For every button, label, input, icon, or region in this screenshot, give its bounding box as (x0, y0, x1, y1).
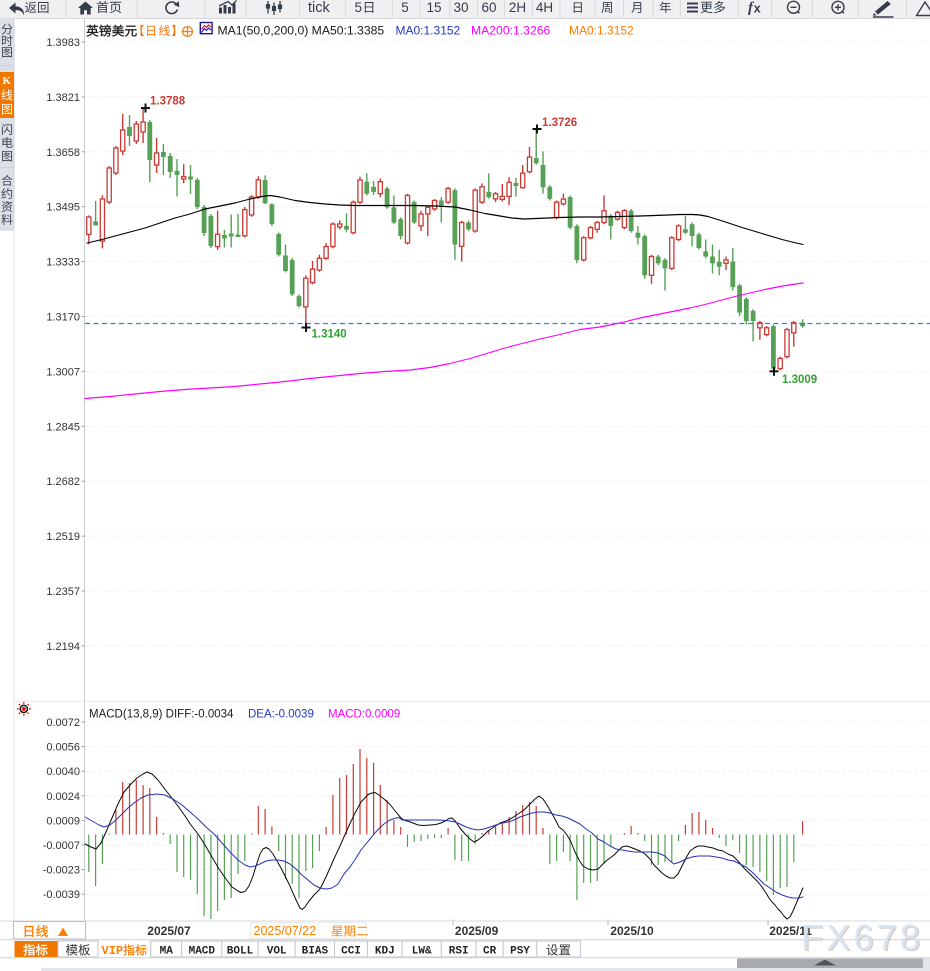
svg-text:BIAS: BIAS (302, 946, 329, 958)
svg-text:MA: MA (160, 946, 174, 958)
svg-text:15: 15 (426, 0, 441, 15)
svg-text:1.3007: 1.3007 (46, 366, 80, 378)
svg-text:VOL: VOL (267, 946, 287, 958)
svg-text:MACD(13,8,9) DIFF:-0.0034: MACD(13,8,9) DIFF:-0.0034 (89, 709, 234, 721)
svg-text:1.2519: 1.2519 (46, 531, 80, 543)
svg-text:PSY: PSY (510, 946, 530, 958)
svg-text:f: f (748, 0, 755, 16)
svg-text:K: K (3, 75, 12, 87)
svg-text:MA0:1.3152: MA0:1.3152 (569, 24, 634, 38)
svg-text:FX678: FX678 (803, 918, 925, 959)
svg-text:VIP: VIP (102, 944, 124, 958)
svg-text:5: 5 (401, 0, 409, 15)
svg-text:1.3170: 1.3170 (46, 312, 80, 324)
svg-text:0.0024: 0.0024 (46, 791, 80, 803)
svg-text:1.3009: 1.3009 (782, 374, 817, 386)
svg-text:1.3333: 1.3333 (46, 257, 80, 269)
svg-text:1.2845: 1.2845 (46, 421, 80, 433)
svg-text:60: 60 (481, 0, 496, 15)
svg-text:2025/11: 2025/11 (769, 924, 812, 938)
svg-text:1.3821: 1.3821 (46, 92, 80, 104)
svg-text:MACD: MACD (189, 946, 216, 958)
svg-text:1.2194: 1.2194 (46, 641, 80, 653)
svg-text:LW&: LW& (412, 946, 432, 958)
svg-text:DEA:-0.0039: DEA:-0.0039 (248, 709, 314, 721)
svg-text:0.0056: 0.0056 (46, 742, 80, 754)
svg-text:CCI: CCI (341, 946, 361, 958)
svg-text:0.0040: 0.0040 (46, 766, 80, 778)
svg-text:x: x (754, 2, 761, 16)
svg-text:1.2682: 1.2682 (46, 476, 80, 488)
svg-text:2H: 2H (509, 0, 526, 15)
svg-text:2025/10: 2025/10 (610, 924, 654, 938)
svg-text:-0.0007: -0.0007 (43, 840, 80, 852)
svg-text:CR: CR (483, 946, 497, 958)
svg-text:0.0009: 0.0009 (46, 815, 80, 827)
svg-text:MA1(50,0,200,0) MA50:1.3385: MA1(50,0,200,0) MA50:1.3385 (218, 24, 385, 38)
svg-text:2025/07: 2025/07 (147, 924, 191, 938)
svg-text:1.3726: 1.3726 (542, 117, 577, 129)
svg-text:MA0:1.3152: MA0:1.3152 (396, 24, 461, 38)
svg-text:2025/09: 2025/09 (455, 924, 499, 938)
svg-text:30: 30 (453, 0, 468, 15)
svg-text:RSI: RSI (449, 946, 469, 958)
svg-text:5: 5 (355, 0, 363, 15)
svg-text:1.3658: 1.3658 (46, 147, 80, 159)
svg-text:FX678: FX678 (801, 917, 923, 958)
svg-text:1.3495: 1.3495 (46, 202, 80, 214)
svg-text:1.3788: 1.3788 (150, 96, 186, 108)
svg-text:KDJ: KDJ (375, 946, 395, 958)
svg-text:1.3140: 1.3140 (312, 329, 347, 341)
svg-text:-0.0039: -0.0039 (43, 889, 80, 901)
svg-text:MA200:1.3266: MA200:1.3266 (471, 24, 551, 38)
svg-text:BOLL: BOLL (227, 946, 254, 958)
svg-text:1.3983: 1.3983 (46, 37, 80, 49)
svg-text:tick: tick (308, 0, 331, 16)
svg-text:4H: 4H (536, 0, 553, 15)
svg-text:-0.0023: -0.0023 (43, 865, 80, 877)
svg-text:2025/07/22: 2025/07/22 (254, 924, 317, 938)
svg-text:0.0072: 0.0072 (46, 717, 80, 729)
svg-text:1.2357: 1.2357 (46, 586, 80, 598)
svg-text:MACD:0.0009: MACD:0.0009 (328, 709, 400, 721)
